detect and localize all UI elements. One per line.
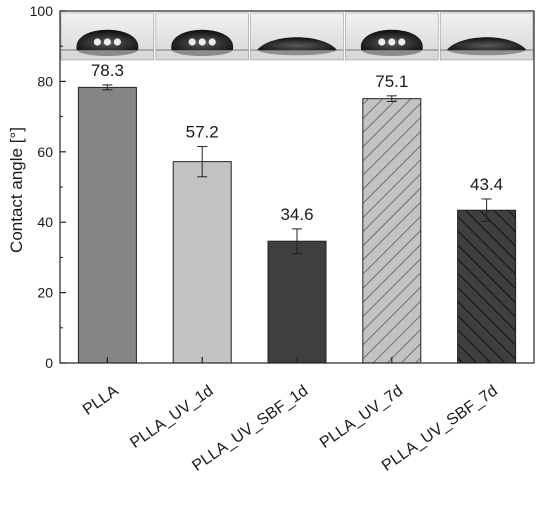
value-label: 78.3 (91, 61, 124, 80)
y-axis-label: Contact angle [°] (7, 127, 26, 253)
y-tick-label: 40 (37, 214, 53, 230)
y-tick-label: 80 (37, 73, 53, 89)
value-label: 75.1 (375, 72, 408, 91)
bars (77, 84, 517, 364)
bar (77, 86, 137, 364)
droplet-image (439, 12, 534, 61)
droplet-reflection (257, 50, 337, 56)
light-reflection (113, 38, 121, 46)
y-tick-label: 60 (37, 144, 53, 160)
light-reflection (208, 38, 216, 46)
light-reflection (378, 38, 386, 46)
bar (172, 161, 232, 364)
axes (59, 10, 535, 364)
light-reflection (93, 38, 101, 46)
droplet-reflection (446, 50, 527, 56)
value-label: 57.2 (186, 123, 219, 142)
droplet-image (155, 12, 249, 61)
droplet-image-row (60, 12, 534, 61)
droplet-reflection (76, 50, 139, 56)
droplet-shape (446, 37, 527, 50)
light-reflection (388, 38, 396, 46)
y-tick-label: 0 (45, 355, 53, 371)
droplet-image (60, 12, 155, 61)
bar (267, 240, 327, 364)
value-label: 34.6 (280, 205, 313, 224)
light-reflection (103, 38, 111, 46)
droplet-image (345, 12, 439, 61)
bar (457, 209, 517, 364)
x-tick-label: PLLA_UV_1d (127, 382, 216, 452)
light-reflection (398, 38, 406, 46)
light-reflection (188, 38, 196, 46)
bar (362, 98, 422, 364)
droplet-reflection (361, 50, 423, 56)
x-tick-label: PLLA (80, 382, 122, 419)
x-tick-label: PLLA_UV_7d (317, 382, 406, 452)
droplet-shape (257, 37, 337, 50)
light-reflection (198, 38, 206, 46)
droplet-image (250, 12, 344, 61)
y-tick-label: 20 (37, 285, 53, 301)
y-tick-label: 100 (30, 3, 54, 19)
droplet-reflection (171, 50, 233, 56)
value-label: 43.4 (470, 175, 503, 194)
